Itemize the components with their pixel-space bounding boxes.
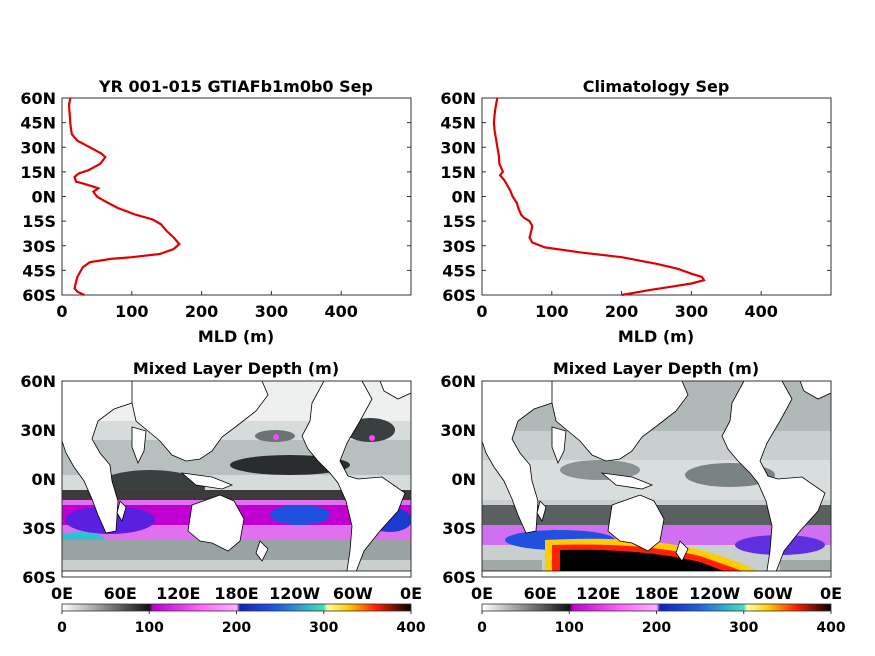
y-tick-label-model: 30N bbox=[20, 138, 56, 157]
map-x-tick-label-climatology: 0E bbox=[471, 584, 493, 603]
y-tick-label-climatology: 60S bbox=[442, 286, 476, 305]
colorbar-strip-model bbox=[61, 603, 412, 612]
plot-area-climatology bbox=[481, 97, 832, 296]
colorbar-tick-label-climatology: 400 bbox=[816, 620, 845, 636]
x-tick-label-model: 100 bbox=[115, 302, 148, 321]
map-y-tick-label-model: 30N bbox=[20, 421, 56, 440]
mld-map-model bbox=[62, 381, 411, 577]
y-tick-label-climatology: 15N bbox=[440, 163, 476, 182]
colorbar-tick-label-model: 200 bbox=[222, 620, 251, 636]
map-axis-labels-climatology: 0E 60E 120E 180E 120W 60W 0E 60N 30N 0N 30S 60S bbox=[440, 372, 842, 603]
x-tick-label-model: 400 bbox=[324, 302, 357, 321]
y-tick-label-model: 45S bbox=[22, 261, 56, 280]
map-y-tick-label-climatology: 30N bbox=[440, 421, 476, 440]
x-tick-label-climatology: 300 bbox=[675, 302, 708, 321]
plot-area-model bbox=[61, 97, 412, 296]
mld-map-climatology bbox=[482, 381, 831, 577]
colorbar-tick-label-climatology: 100 bbox=[555, 620, 584, 636]
map-y-tick-label-model: 30S bbox=[22, 519, 56, 538]
axes-climatology: 0 100 200 300 400 60N 45N 30N 15N 0N 15S 30S 45S 60S bbox=[440, 89, 831, 321]
x-tick-label-model: 200 bbox=[185, 302, 218, 321]
x-tick-label-climatology: 400 bbox=[744, 302, 777, 321]
map-x-tick-label-model: 0E bbox=[51, 584, 73, 603]
map-x-tick-label-climatology: 120E bbox=[576, 584, 620, 603]
map-y-tick-label-model: 60S bbox=[22, 568, 56, 587]
map-x-tick-label-model: 120E bbox=[156, 584, 200, 603]
map-y-tick-label-model: 0N bbox=[31, 470, 56, 489]
map-x-tick-label-climatology: 60E bbox=[524, 584, 557, 603]
map-y-tick-label-climatology: 60S bbox=[442, 568, 476, 587]
y-tick-label-model: 15N bbox=[20, 163, 56, 182]
map-title-climatology: Mixed Layer Depth (m) bbox=[553, 359, 759, 378]
map-panel-model: Mixed Layer Depth (m) 0E 60E bbox=[20, 359, 426, 636]
colorbar-tick-label-model: 400 bbox=[396, 620, 425, 636]
map-x-tick-label-model: 60W bbox=[333, 584, 373, 603]
y-tick-label-model: 15S bbox=[22, 212, 56, 231]
mld-profile-line-model bbox=[67, 97, 181, 296]
map-x-tick-label-model: 180E bbox=[214, 584, 258, 603]
colorbar-strip-climatology bbox=[481, 603, 832, 612]
y-tick-label-model: 60S bbox=[22, 286, 56, 305]
colorbar-tick-label-climatology: 200 bbox=[642, 620, 671, 636]
colorbar-ticks-climatology: 0 100 200 300 400 bbox=[477, 611, 846, 636]
map-y-tick-label-climatology: 60N bbox=[440, 372, 476, 391]
map-panel-climatology: Mixed Layer Depth (m) 0E 60E 120E 180E 120W 6… bbox=[440, 359, 846, 636]
y-tick-label-model: 60N bbox=[20, 89, 56, 108]
colorbar-ticks-model: 0 100 200 300 400 bbox=[57, 611, 426, 636]
x-tick-label-model: 300 bbox=[255, 302, 288, 321]
map-title-model: Mixed Layer Depth (m) bbox=[133, 359, 339, 378]
map-axis-labels-model: 0E 60E 120E 180E 120W 60W 0E 60N 30N 0N 30S 60S bbox=[20, 372, 422, 603]
x-axis-label-model: MLD (m) bbox=[198, 327, 274, 346]
colorbar-tick-label-climatology: 0 bbox=[477, 620, 487, 636]
colorbar-climatology: 0 100 200 300 400 bbox=[477, 603, 846, 636]
map-y-tick-label-climatology: 0N bbox=[451, 470, 476, 489]
map-x-tick-label-model: 60E bbox=[104, 584, 137, 603]
map-x-tick-label-climatology: 0E bbox=[820, 584, 842, 603]
profile-panel-model: YR 001-015 GTIAFb1m0b0 Sep 0 100 200 300 400… bbox=[20, 77, 412, 346]
x-tick-label-climatology: 200 bbox=[605, 302, 638, 321]
y-tick-label-climatology: 45N bbox=[440, 114, 476, 133]
colorbar-tick-label-climatology: 300 bbox=[729, 620, 758, 636]
colorbar-tick-label-model: 0 bbox=[57, 620, 67, 636]
y-tick-label-climatology: 30N bbox=[440, 138, 476, 157]
map-x-tick-label-climatology: 60W bbox=[753, 584, 793, 603]
y-tick-label-climatology: 60N bbox=[440, 89, 476, 108]
y-tick-label-climatology: 15S bbox=[442, 212, 476, 231]
x-tick-label-climatology: 0 bbox=[476, 302, 487, 321]
map-y-tick-label-model: 60N bbox=[20, 372, 56, 391]
map-y-tick-label-climatology: 30S bbox=[442, 519, 476, 538]
map-x-tick-label-climatology: 180E bbox=[634, 584, 678, 603]
map-x-tick-label-model: 120W bbox=[269, 584, 320, 603]
mld-profile-line-climatology bbox=[492, 97, 706, 297]
profile-panel-climatology: Climatology Sep 0 100 200 300 400 60N 45N 30N 15… bbox=[440, 77, 832, 346]
colorbar-tick-label-model: 300 bbox=[309, 620, 338, 636]
y-tick-label-climatology: 30S bbox=[442, 237, 476, 256]
colorbar-model: 0 100 200 300 400 bbox=[57, 603, 426, 636]
map-x-tick-label-climatology: 120W bbox=[689, 584, 740, 603]
colorbar-tick-label-model: 100 bbox=[135, 620, 164, 636]
y-tick-label-model: 0N bbox=[31, 188, 56, 207]
panel-title-climatology: Climatology Sep bbox=[583, 77, 730, 96]
y-tick-label-climatology: 45S bbox=[442, 261, 476, 280]
x-tick-label-model: 0 bbox=[56, 302, 67, 321]
y-tick-label-model: 45N bbox=[20, 114, 56, 133]
y-tick-label-model: 30S bbox=[22, 237, 56, 256]
y-tick-label-climatology: 0N bbox=[451, 188, 476, 207]
axes-model: 0 100 200 300 400 60N 45N 30N 15N 0N 15S 30S 45S 60S bbox=[20, 89, 411, 321]
map-x-tick-label-model: 0E bbox=[400, 584, 422, 603]
x-axis-label-climatology: MLD (m) bbox=[618, 327, 694, 346]
x-tick-label-climatology: 100 bbox=[535, 302, 568, 321]
panel-title-model: YR 001-015 GTIAFb1m0b0 Sep bbox=[98, 77, 373, 96]
